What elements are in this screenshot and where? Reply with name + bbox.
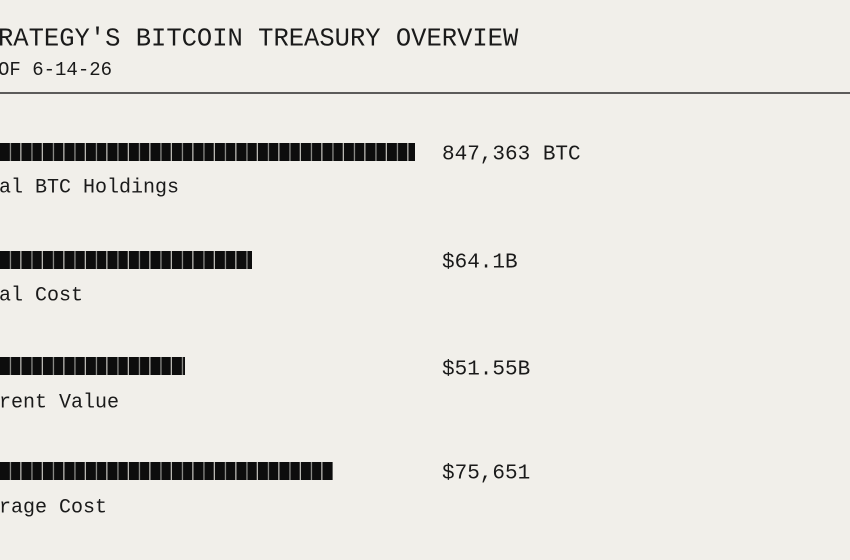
subtitle: OF 6-14-26 — [0, 59, 112, 81]
item-value: $51.55B — [442, 359, 530, 382]
bar — [0, 251, 252, 269]
item-label: rent Value — [0, 391, 119, 414]
item-label: al BTC Holdings — [0, 176, 179, 199]
item-value: $75,651 — [442, 463, 530, 486]
item-label: al Cost — [0, 284, 83, 307]
bar — [0, 143, 415, 161]
item-value: 847,363 BTC — [442, 144, 581, 167]
item-value: $64.1B — [442, 252, 518, 275]
title: RATEGY'S BITCOIN TREASURY OVERVIEW — [0, 25, 519, 54]
item-label: rage Cost — [0, 496, 107, 519]
bar — [0, 357, 185, 375]
bar — [0, 462, 333, 480]
